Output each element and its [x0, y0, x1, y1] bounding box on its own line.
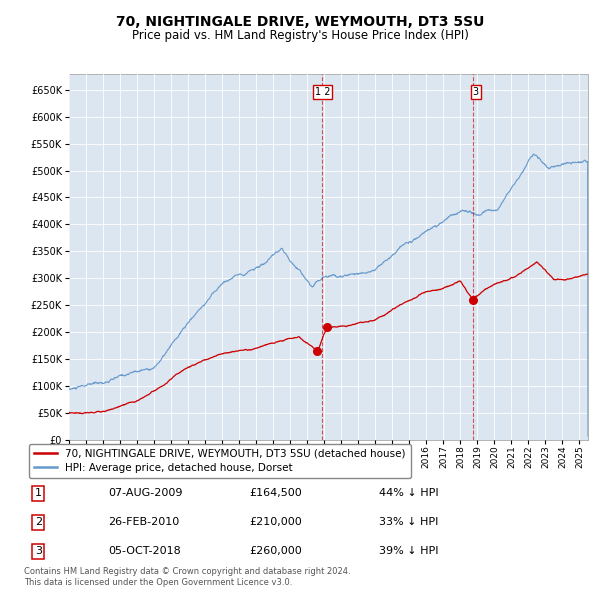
Text: 3: 3: [473, 87, 479, 97]
Text: 39% ↓ HPI: 39% ↓ HPI: [379, 546, 439, 556]
Text: Price paid vs. HM Land Registry's House Price Index (HPI): Price paid vs. HM Land Registry's House …: [131, 30, 469, 42]
Text: 33% ↓ HPI: 33% ↓ HPI: [379, 517, 439, 527]
Text: £164,500: £164,500: [249, 489, 302, 498]
Text: This data is licensed under the Open Government Licence v3.0.: This data is licensed under the Open Gov…: [23, 578, 292, 586]
Text: 70, NIGHTINGALE DRIVE, WEYMOUTH, DT3 5SU: 70, NIGHTINGALE DRIVE, WEYMOUTH, DT3 5SU: [116, 15, 484, 29]
Text: 44% ↓ HPI: 44% ↓ HPI: [379, 489, 439, 498]
Text: 05-OCT-2018: 05-OCT-2018: [108, 546, 181, 556]
Text: Contains HM Land Registry data © Crown copyright and database right 2024.: Contains HM Land Registry data © Crown c…: [23, 567, 350, 576]
Text: 3: 3: [35, 546, 42, 556]
Legend: 70, NIGHTINGALE DRIVE, WEYMOUTH, DT3 5SU (detached house), HPI: Average price, d: 70, NIGHTINGALE DRIVE, WEYMOUTH, DT3 5SU…: [29, 444, 411, 478]
Text: £260,000: £260,000: [249, 546, 302, 556]
Text: 07-AUG-2009: 07-AUG-2009: [108, 489, 183, 498]
Text: £210,000: £210,000: [249, 517, 302, 527]
Text: 26-FEB-2010: 26-FEB-2010: [108, 517, 179, 527]
Text: 2: 2: [35, 517, 42, 527]
Text: 1 2: 1 2: [315, 87, 330, 97]
Text: 1: 1: [35, 489, 42, 498]
